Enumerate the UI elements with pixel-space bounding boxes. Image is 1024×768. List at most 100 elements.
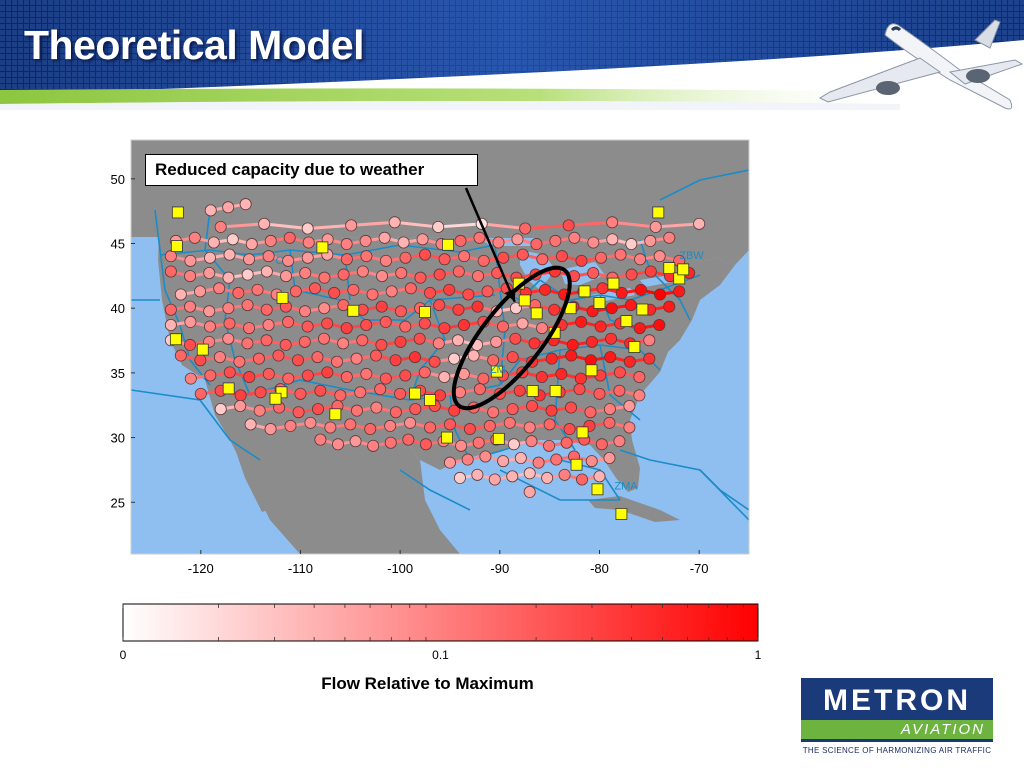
flow-marker: [562, 219, 575, 232]
flow-marker: [233, 355, 246, 368]
flow-marker: [404, 416, 417, 429]
flow-marker: [272, 349, 285, 362]
flow-marker: [194, 285, 207, 298]
airport-marker: [578, 285, 591, 298]
flow-marker: [354, 386, 367, 399]
flow-marker: [633, 389, 646, 402]
flow-marker: [603, 416, 616, 429]
center-label: ZM: [490, 364, 506, 376]
flow-marker: [378, 231, 391, 244]
flow-marker: [461, 453, 474, 466]
airport-marker: [492, 432, 505, 445]
flow-marker: [574, 372, 587, 385]
flow-marker: [603, 403, 616, 416]
flow-marker: [535, 371, 548, 384]
flow-marker: [573, 383, 586, 396]
flow-marker: [340, 322, 353, 335]
y-axis-ticks: 25 30 35 40 45 50: [111, 172, 135, 510]
flow-marker: [548, 303, 561, 316]
flow-marker: [194, 387, 207, 400]
flow-marker: [451, 334, 464, 347]
flow-marker: [251, 283, 264, 296]
airport-marker: [196, 343, 209, 356]
y-tick-label: 40: [111, 301, 125, 316]
flow-marker: [394, 335, 407, 348]
plot-frame: [130, 139, 750, 555]
airport-marker: [576, 426, 589, 439]
flow-marker: [453, 386, 466, 399]
flow-marker: [523, 467, 536, 480]
flow-marker: [164, 265, 177, 278]
flow-marker: [203, 266, 216, 279]
flow-marker: [321, 317, 334, 330]
flow-marker: [260, 303, 273, 316]
flow-marker: [418, 366, 431, 379]
flow-marker: [389, 406, 402, 419]
flow-marker: [302, 236, 315, 249]
flow-marker: [555, 367, 568, 380]
flow-marker: [433, 268, 446, 281]
flow-marker: [301, 222, 314, 235]
route-segment: [568, 220, 613, 227]
flow-marker: [541, 471, 554, 484]
flow-marker: [419, 438, 432, 451]
route-segment: [481, 222, 526, 230]
flow-marker: [184, 300, 197, 313]
flow-marker: [433, 299, 446, 312]
flow-marker: [264, 234, 277, 247]
flow-marker: [424, 286, 437, 299]
colorbar-ticks: 0 0.1 1: [120, 604, 762, 662]
flow-marker: [223, 248, 236, 261]
flow-marker: [254, 386, 267, 399]
flow-marker: [413, 332, 426, 345]
flow-marker: [204, 204, 217, 217]
flow-marker: [394, 305, 407, 318]
flow-marker: [453, 471, 466, 484]
flow-marker: [294, 387, 307, 400]
airport-marker: [593, 297, 606, 309]
flow-marker: [203, 320, 216, 333]
flow-marker: [532, 456, 545, 469]
flow-marker: [625, 268, 638, 281]
route-segment: [525, 223, 569, 230]
flow-marker: [298, 335, 311, 348]
route-segment: [264, 222, 308, 230]
flow-marker: [284, 419, 297, 432]
flow-marker: [543, 439, 556, 452]
y-tick-label: 50: [111, 172, 125, 187]
flow-marker: [438, 322, 451, 335]
flow-marker: [452, 303, 465, 316]
flow-marker: [188, 231, 201, 244]
airport-marker: [170, 240, 183, 252]
airport-marker: [652, 206, 665, 219]
x-tick-label: -110: [288, 561, 313, 576]
airport-marker: [636, 303, 649, 316]
flow-marker: [606, 233, 619, 246]
flow-marker: [506, 351, 519, 364]
flow-marker: [395, 266, 408, 279]
flow-marker: [234, 399, 247, 412]
flow-marker: [490, 335, 503, 348]
flow-marker: [483, 419, 496, 432]
flow-marker: [479, 450, 492, 463]
x-tick-label: -120: [188, 561, 214, 576]
airport-marker: [347, 304, 360, 317]
flow-marker: [467, 349, 480, 362]
flow-marker: [184, 338, 197, 351]
x-tick-label: -90: [490, 561, 509, 576]
flow-marker: [496, 320, 509, 333]
flow-marker: [593, 387, 606, 400]
flow-marker: [299, 266, 312, 279]
flow-marker: [623, 421, 636, 434]
flow-marker: [399, 251, 412, 264]
flow-marker: [174, 349, 187, 362]
flow-marker: [340, 371, 353, 384]
airport-marker: [275, 386, 288, 399]
flow-marker: [203, 251, 216, 264]
route-segment: [612, 220, 656, 229]
flow-marker: [545, 352, 558, 365]
flow-marker: [587, 236, 600, 249]
flow-marker: [213, 282, 226, 295]
flow-marker: [473, 231, 486, 244]
airport-marker: [518, 294, 531, 307]
